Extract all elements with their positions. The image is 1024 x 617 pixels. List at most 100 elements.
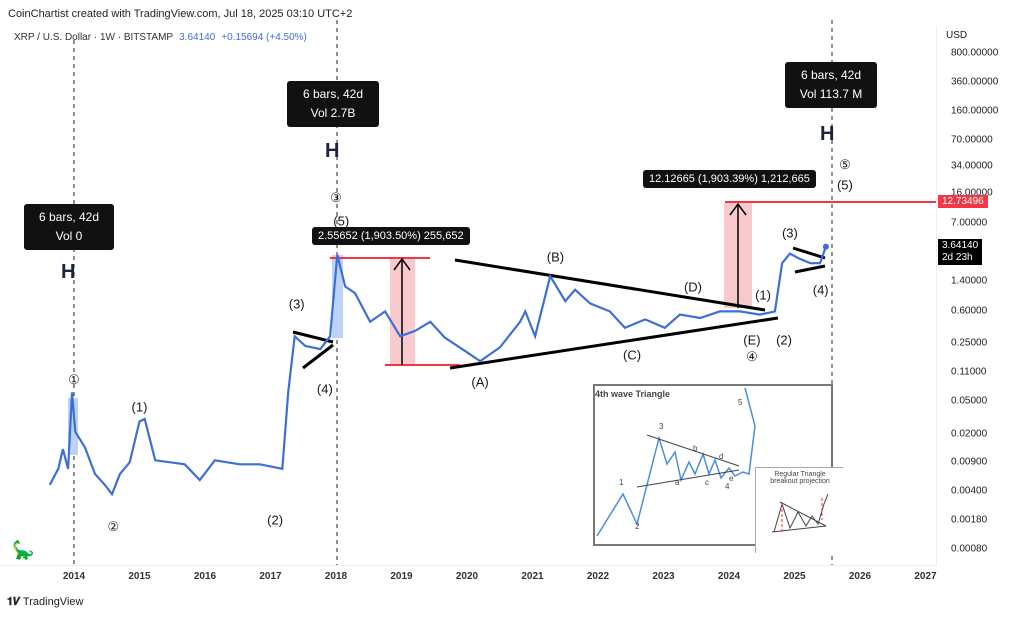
wave-label: (5) (333, 213, 350, 229)
year-tick-label: 2019 (390, 571, 413, 582)
currency-label: USD (946, 30, 968, 41)
chart-credit: CoinChartist created with TradingView.co… (8, 8, 353, 20)
dino-icon[interactable]: 🦕 (12, 540, 35, 560)
highlight-2018 (332, 255, 343, 338)
wave-label: ① (68, 372, 80, 388)
price-tick-label: 0.00900 (951, 456, 988, 468)
inset-diagram (596, 387, 756, 537)
year-tick-label: 2026 (848, 571, 872, 582)
year-tick-label: 2020 (455, 571, 479, 582)
inset-label: 5 (738, 398, 743, 407)
range-box-2025: 6 bars, 42d Vol 113.7 M (785, 62, 877, 108)
price-tick-label: 70.00000 (951, 134, 993, 146)
last-price: 3.64140 (179, 32, 216, 43)
year-tick-label: 2018 (324, 571, 348, 582)
year-tick-label: 2023 (652, 571, 675, 582)
wave-label: (A) (471, 374, 489, 390)
range-box-2018: 6 bars, 42d Vol 2.7B (287, 81, 379, 127)
wave-label: (C) (623, 347, 642, 363)
inset-label: 3 (659, 422, 664, 431)
price-tick-label: 0.02000 (951, 428, 988, 440)
inset-label: 1 (619, 478, 624, 487)
highlight-2014 (68, 398, 78, 455)
range-marker-icon: H (61, 261, 75, 283)
price-tick-label: 0.00400 (951, 485, 988, 497)
price-change: +0.15694 (+4.50%) (221, 32, 307, 43)
wave-label: ⑤ (839, 157, 851, 173)
wave-label: (4) (316, 381, 333, 397)
wave-label: (3) (781, 225, 798, 240)
breakout-projection-inset: Regular Triangle breakout projection (755, 467, 843, 553)
wave-label: (1) (755, 287, 771, 303)
price-tick-label: 0.00180 (951, 514, 988, 526)
wave-label: (4) (812, 282, 829, 298)
tradingview-logo: 𝟏𝑽 TradingView (7, 596, 84, 608)
symbol-legend: XRP / U.S. Dollar · 1W · BITSTAMP 3.64140… (14, 32, 307, 43)
range-markers: H H H (61, 123, 834, 283)
wave-label: (B) (546, 249, 565, 265)
inset-label: 4 (725, 482, 730, 491)
wave-label: (1) (131, 399, 148, 415)
year-tick-label: 2014 (62, 571, 86, 582)
last-price-tag-value: 3.64140 (942, 240, 979, 251)
year-tick-label: 2017 (259, 571, 282, 582)
range-box-2014: 6 bars, 42d Vol 0 (24, 204, 114, 250)
inset-subtitle: Regular Triangle breakout projection (770, 471, 830, 485)
wave-label: (E) (743, 332, 761, 348)
price-tick-label: 0.11000 (951, 366, 987, 378)
wave-label: (D) (683, 279, 702, 295)
wave-triangle-inset: 4th wave Triangle 1 2 3 4 5 a b c d e (593, 384, 833, 546)
price-tick-label: 360.00000 (951, 76, 999, 88)
price-tick-label: 0.25000 (951, 337, 988, 349)
last-price-dot (822, 243, 829, 250)
pennant-2025-lower (794, 264, 826, 274)
wave-label: (2) (776, 332, 792, 348)
inset-title: 4th wave Triangle (595, 389, 671, 399)
inset-label: b (693, 444, 698, 453)
year-tick-label: 2027 (914, 571, 937, 582)
pennant-2025-upper (792, 246, 826, 260)
price-tick-label: 0.05000 (951, 395, 988, 407)
wave-label: ④ (746, 348, 758, 364)
time-axis[interactable] (0, 565, 936, 589)
last-price-tag: 3.64140 2d 23h (938, 239, 983, 265)
wave-label: (5) (836, 177, 853, 193)
pennant-2017-lower (302, 343, 334, 370)
range-bars: 6 bars, 42d (302, 87, 364, 101)
year-tick-label: 2015 (128, 571, 151, 582)
year-tick-label: 2025 (783, 571, 806, 582)
range-bars: 6 bars, 42d (38, 210, 100, 224)
measure-label-2018: 2.55652 (1,903.50%) 255,652 (312, 227, 470, 245)
year-tick-label: 2022 (586, 571, 610, 582)
triangle-lower-line (449, 316, 779, 370)
symbol-title: XRP / U.S. Dollar · 1W · BITSTAMP (14, 32, 174, 43)
price-tick-label: 7.00000 (951, 217, 988, 229)
bar-countdown: 2d 23h (942, 252, 973, 263)
price-tick-label: 0.00080 (951, 543, 988, 555)
range-marker-icon: H (325, 140, 339, 162)
wave-label: ② (107, 518, 120, 534)
price-axis[interactable] (936, 26, 1024, 566)
price-tick-label: 800.00000 (951, 47, 999, 59)
range-volume: Vol 2.7B (310, 106, 356, 120)
range-volume: Vol 113.7 M (799, 87, 863, 101)
price-chart[interactable]: H H H (0, 0, 936, 565)
price-tick-label: 0.60000 (951, 305, 988, 317)
inset-label: c (705, 478, 709, 487)
price-tick-label: 16.00000 (951, 187, 993, 199)
year-tick-label: 2021 (521, 571, 544, 582)
inset-label: a (675, 478, 680, 487)
range-bars: 6 bars, 42d (800, 68, 862, 82)
target-price-tag: 12.73496 (938, 195, 988, 208)
price-tick-label: 160.00000 (951, 105, 999, 117)
brand-name: TradingView (22, 596, 84, 608)
inset-label: e (729, 474, 734, 483)
wave-label: (2) (267, 512, 284, 528)
inset-label: 2 (635, 522, 640, 531)
wave-label: (3) (288, 296, 305, 312)
measure-label-2024: 12.12665 (1,903.39%) 1,212,665 (643, 170, 816, 188)
range-volume: Vol 0 (55, 229, 83, 243)
range-marker-icon: H (820, 123, 834, 145)
inset-label: d (719, 452, 724, 461)
price-series-line (48, 246, 827, 497)
